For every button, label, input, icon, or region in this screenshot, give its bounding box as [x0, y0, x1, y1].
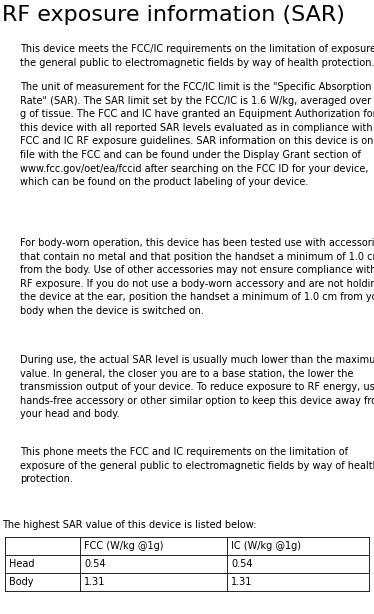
Text: 1.31: 1.31: [231, 577, 252, 587]
Text: 1.31: 1.31: [84, 577, 105, 587]
Text: This phone meets the FCC and IC requirements on the limitation of
exposure of th: This phone meets the FCC and IC requirem…: [20, 447, 374, 484]
Text: FCC (W/kg @1g): FCC (W/kg @1g): [84, 541, 163, 551]
Text: 0.54: 0.54: [231, 559, 252, 569]
Text: 0.54: 0.54: [84, 559, 105, 569]
Text: Body: Body: [9, 577, 34, 587]
Text: RF exposure information (SAR): RF exposure information (SAR): [2, 5, 345, 25]
Text: IC (W/kg @1g): IC (W/kg @1g): [231, 541, 301, 551]
Text: The highest SAR value of this device is listed below:: The highest SAR value of this device is …: [2, 520, 257, 530]
Text: Head: Head: [9, 559, 34, 569]
Text: For body-worn operation, this device has been tested use with accessories
that c: For body-worn operation, this device has…: [20, 238, 374, 316]
Text: During use, the actual SAR level is usually much lower than the maximum
value. I: During use, the actual SAR level is usua…: [20, 355, 374, 419]
Text: The unit of measurement for the FCC/IC limit is the "Specific Absorption
Rate" (: The unit of measurement for the FCC/IC l…: [20, 82, 374, 187]
Text: This device meets the FCC/IC requirements on the limitation of exposure of
the g: This device meets the FCC/IC requirement…: [20, 44, 374, 68]
